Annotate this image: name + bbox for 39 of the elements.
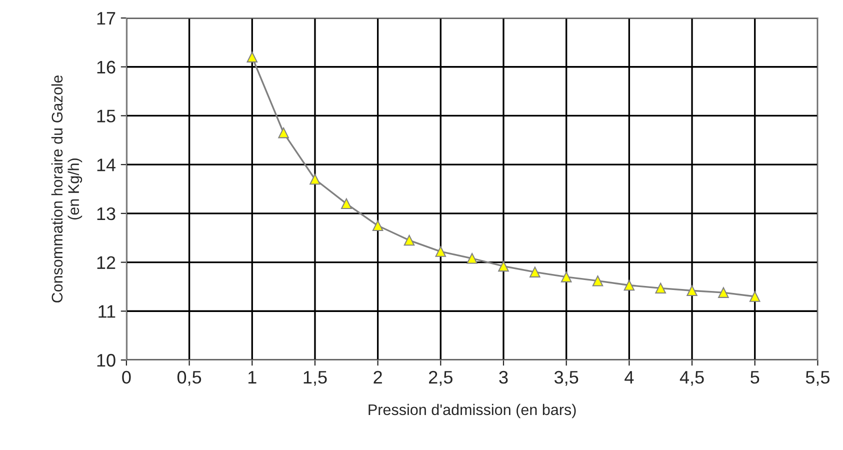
y-tick-label: 16 — [97, 60, 116, 74]
point — [530, 266, 540, 278]
y-tick-label: 12 — [97, 256, 116, 269]
point — [655, 282, 666, 294]
x-tick-label: 1,5 — [304, 371, 327, 386]
point — [372, 220, 384, 232]
y-tick-label: 11 — [98, 305, 116, 318]
point — [686, 285, 698, 296]
point — [435, 246, 446, 257]
point — [246, 52, 258, 62]
point — [749, 291, 760, 302]
x-tick-label: 4 — [624, 371, 634, 384]
point — [624, 280, 635, 291]
x-tick-label: 2 — [374, 370, 382, 384]
x-tick-label: 2,5 — [429, 370, 452, 386]
x-tick-label: 5 — [750, 371, 760, 384]
point — [498, 260, 509, 272]
x-axis-title: Pression d'admission (en bars) — [368, 404, 576, 418]
x-tick-label: 0 — [122, 370, 131, 384]
x-tick-label: 4,5 — [680, 371, 704, 386]
y-tick-label: 15 — [97, 110, 116, 122]
point — [560, 272, 572, 282]
x-tick-label: 5,5 — [806, 371, 830, 386]
y-axis-title: Consommation horaire du Gazole (en Kg/h) — [51, 75, 82, 302]
y-tick-label: 13 — [97, 207, 116, 220]
point — [278, 127, 289, 138]
y-tick-label: 10 — [97, 354, 116, 367]
point — [718, 287, 729, 298]
x-tick-label: 0,5 — [177, 370, 202, 386]
point — [404, 234, 415, 246]
x-tick-label: 1 — [248, 371, 256, 384]
point — [341, 198, 352, 210]
y-tick-label: 17 — [97, 12, 116, 25]
point — [466, 252, 478, 264]
point — [592, 275, 604, 286]
x-tick-label: 3,5 — [554, 370, 578, 386]
point — [310, 174, 320, 185]
y-tick-label: 14 — [97, 158, 116, 172]
x-tick-label: 3 — [499, 370, 508, 384]
